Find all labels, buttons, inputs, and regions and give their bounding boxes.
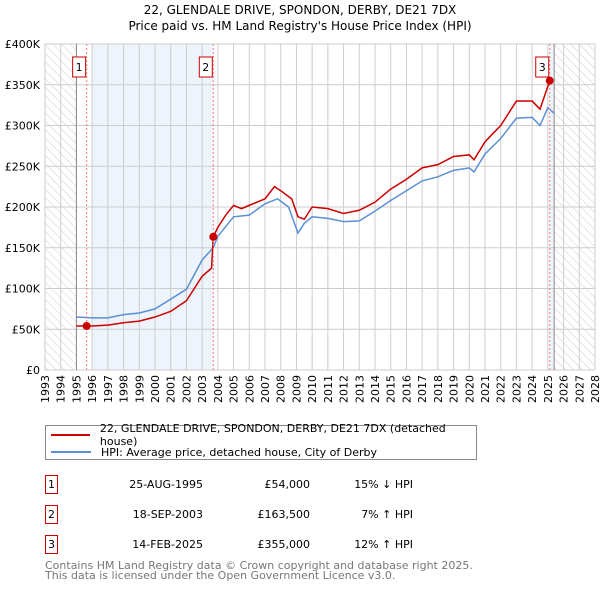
y-tick-label: £0	[26, 364, 40, 377]
sale-label-number: 3	[539, 61, 546, 74]
sale-point	[545, 76, 554, 85]
legend-label-hpi: HPI: Average price, detached house, City…	[101, 445, 378, 459]
sale-price: £355,000	[257, 538, 311, 551]
x-tick-label: 2002	[180, 375, 193, 403]
x-tick-label: 2010	[306, 375, 319, 403]
sale-point	[82, 321, 91, 330]
y-tick-label: £300K	[5, 120, 41, 133]
y-tick-label: £400K	[5, 38, 41, 51]
sale-date: 14-FEB-2025	[132, 538, 203, 551]
plot-frame	[44, 43, 596, 371]
x-tick-label: 2004	[212, 375, 225, 403]
property-series-line	[76, 80, 551, 327]
sale-price: £54,000	[264, 478, 311, 491]
x-tick-label: 2015	[385, 375, 398, 403]
x-tick-label: 2014	[369, 375, 382, 403]
footer-line-2: This data is licensed under the Open Gov…	[45, 569, 396, 582]
sale-number: 2	[45, 505, 58, 524]
sale-date: 18-SEP-2003	[132, 508, 203, 521]
sale-row: 1 25-AUG-1995 £54,000 15% ↓ HPI	[45, 475, 545, 495]
sale-hpi-diff: 12% ↑ HPI	[354, 538, 413, 551]
x-tick-label: 1995	[70, 375, 83, 403]
y-tick-label: £250K	[5, 160, 41, 173]
x-tick-label: 2007	[259, 375, 272, 403]
x-tick-label: 2028	[589, 375, 600, 403]
x-tick-label: 2025	[542, 375, 555, 403]
sale-hpi-diff: 7% ↑ HPI	[361, 508, 413, 521]
x-tick-label: 1993	[39, 375, 52, 403]
x-tick-label: 2018	[432, 375, 445, 403]
sale-label-box	[72, 56, 87, 78]
x-tick-label: 2017	[416, 375, 429, 403]
y-tick-label: £200K	[5, 201, 41, 214]
footer: Contains HM Land Registry data © Crown c…	[45, 559, 473, 582]
sale-row: 3 14-FEB-2025 £355,000 12% ↑ HPI	[45, 535, 545, 555]
x-tick-label: 2027	[573, 375, 586, 403]
x-tick-label: 1997	[102, 375, 115, 403]
legend-swatch-blue	[51, 451, 91, 453]
y-tick-label: £150K	[5, 242, 41, 255]
y-tick-label: £50K	[12, 323, 41, 336]
y-tick-label: £100K	[5, 283, 41, 296]
sale-point	[209, 232, 218, 241]
x-tick-label: 1994	[55, 375, 68, 403]
sale-label-number: 1	[76, 61, 83, 74]
x-tick-label: 2006	[243, 375, 256, 403]
x-tick-label: 1996	[86, 375, 99, 403]
sale-price: £163,500	[257, 508, 311, 521]
x-tick-label: 2013	[353, 375, 366, 403]
x-tick-label: 2016	[400, 375, 413, 403]
footer-line-1: Contains HM Land Registry data © Crown c…	[45, 559, 473, 572]
x-tick-label: 2005	[228, 375, 241, 403]
x-tick-label: 2022	[495, 375, 508, 403]
x-tick-label: 2009	[290, 375, 303, 403]
legend-item-property: 22, GLENDALE DRIVE, SPONDON, DERBY, DE21…	[51, 422, 476, 448]
legend-swatch-red	[51, 434, 90, 436]
sale-hpi-diff: 15% ↓ HPI	[354, 478, 413, 491]
sale-label-number: 2	[202, 61, 209, 74]
chart-subtitle: Price paid vs. HM Land Registry's House …	[128, 19, 471, 33]
sale-date: 25-AUG-1995	[129, 478, 203, 491]
legend-label-property: 22, GLENDALE DRIVE, SPONDON, DERBY, DE21…	[99, 422, 446, 448]
x-tick-label: 2021	[479, 375, 492, 403]
x-tick-label: 2019	[448, 375, 461, 403]
sale-label-box	[535, 56, 550, 78]
chart-title: 22, GLENDALE DRIVE, SPONDON, DERBY, DE21…	[144, 3, 457, 17]
x-tick-label: 1999	[133, 375, 146, 403]
y-tick-label: £350K	[5, 79, 41, 92]
x-tick-label: 2001	[165, 375, 178, 403]
sale-label-box	[198, 56, 213, 78]
legend-item-hpi: HPI: Average price, detached house, City…	[51, 444, 377, 460]
x-tick-label: 2008	[275, 375, 288, 403]
legend: 22, GLENDALE DRIVE, SPONDON, DERBY, DE21…	[45, 422, 477, 460]
sale-row: 2 18-SEP-2003 £163,500 7% ↑ HPI	[45, 505, 545, 525]
x-tick-label: 2026	[558, 375, 571, 403]
x-tick-label: 2023	[510, 375, 523, 403]
x-tick-label: 2020	[463, 375, 476, 403]
hpi-series-line	[76, 106, 555, 319]
x-tick-label: 2000	[149, 375, 162, 403]
x-tick-label: 2024	[526, 375, 539, 403]
x-tick-label: 2012	[338, 375, 351, 403]
x-tick-label: 2011	[322, 375, 335, 403]
x-tick-label: 1998	[118, 375, 131, 403]
sale-number: 3	[45, 535, 58, 554]
x-tick-label: 2003	[196, 375, 209, 403]
chart-svg: 22, GLENDALE DRIVE, SPONDON, DERBY, DE21…	[5, 3, 600, 403]
sale-number: 1	[45, 475, 58, 494]
